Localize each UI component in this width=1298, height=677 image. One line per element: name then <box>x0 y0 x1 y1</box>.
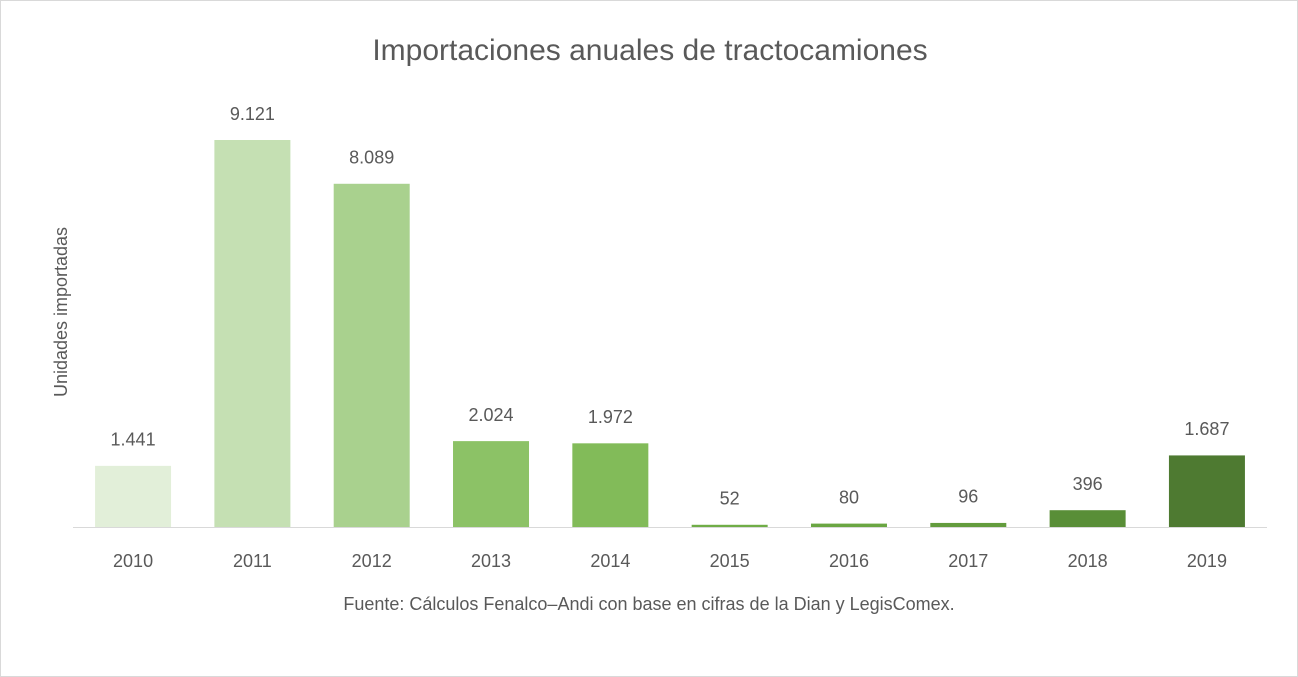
data-label: 1.687 <box>1184 419 1229 439</box>
x-tick-label: 2014 <box>590 551 630 571</box>
bar <box>214 140 291 527</box>
data-label: 9.121 <box>230 104 275 124</box>
x-tick-label: 2018 <box>1068 551 1108 571</box>
x-tick-label: 2019 <box>1187 551 1227 571</box>
data-label: 52 <box>720 489 740 509</box>
chart-title: Importaciones anuales de tractocamiones <box>372 34 927 67</box>
y-axis-label: Unidades importadas <box>51 227 71 397</box>
source-note: Fuente: Cálculos Fenalco–Andi con base e… <box>343 594 954 614</box>
bar <box>453 441 530 527</box>
bar <box>1049 510 1126 527</box>
data-label: 96 <box>958 487 978 507</box>
x-tick-label: 2010 <box>113 551 153 571</box>
x-tick-label: 2017 <box>948 551 988 571</box>
data-label: 1.441 <box>111 430 156 450</box>
bar <box>1168 455 1245 527</box>
data-label: 1.972 <box>588 407 633 427</box>
x-tick-label: 2015 <box>710 551 750 571</box>
bar <box>810 523 887 527</box>
data-label: 80 <box>839 487 859 507</box>
bar <box>333 183 410 528</box>
bar <box>691 524 768 527</box>
bar <box>572 443 649 527</box>
bar <box>95 465 172 527</box>
data-label: 396 <box>1073 474 1103 494</box>
data-label: 2.024 <box>468 405 513 425</box>
x-tick-label: 2011 <box>233 551 272 571</box>
x-tick-label: 2013 <box>471 551 511 571</box>
x-tick-label: 2016 <box>829 551 869 571</box>
bar <box>930 522 1007 527</box>
x-tick-label: 2012 <box>352 551 392 571</box>
data-label: 8.089 <box>349 148 394 168</box>
